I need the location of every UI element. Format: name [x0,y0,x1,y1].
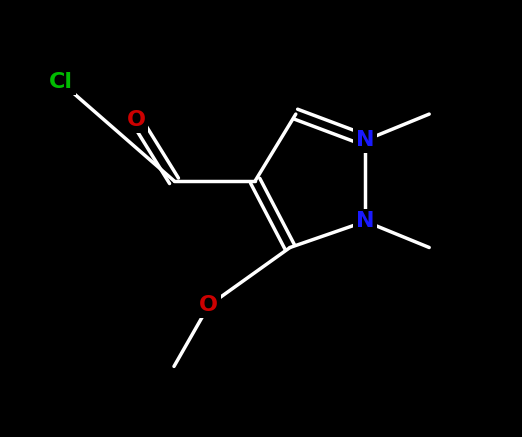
Text: O: O [199,295,218,316]
Text: Cl: Cl [49,72,73,92]
Text: N: N [356,130,375,150]
Text: O: O [127,110,146,130]
Text: N: N [356,212,375,232]
